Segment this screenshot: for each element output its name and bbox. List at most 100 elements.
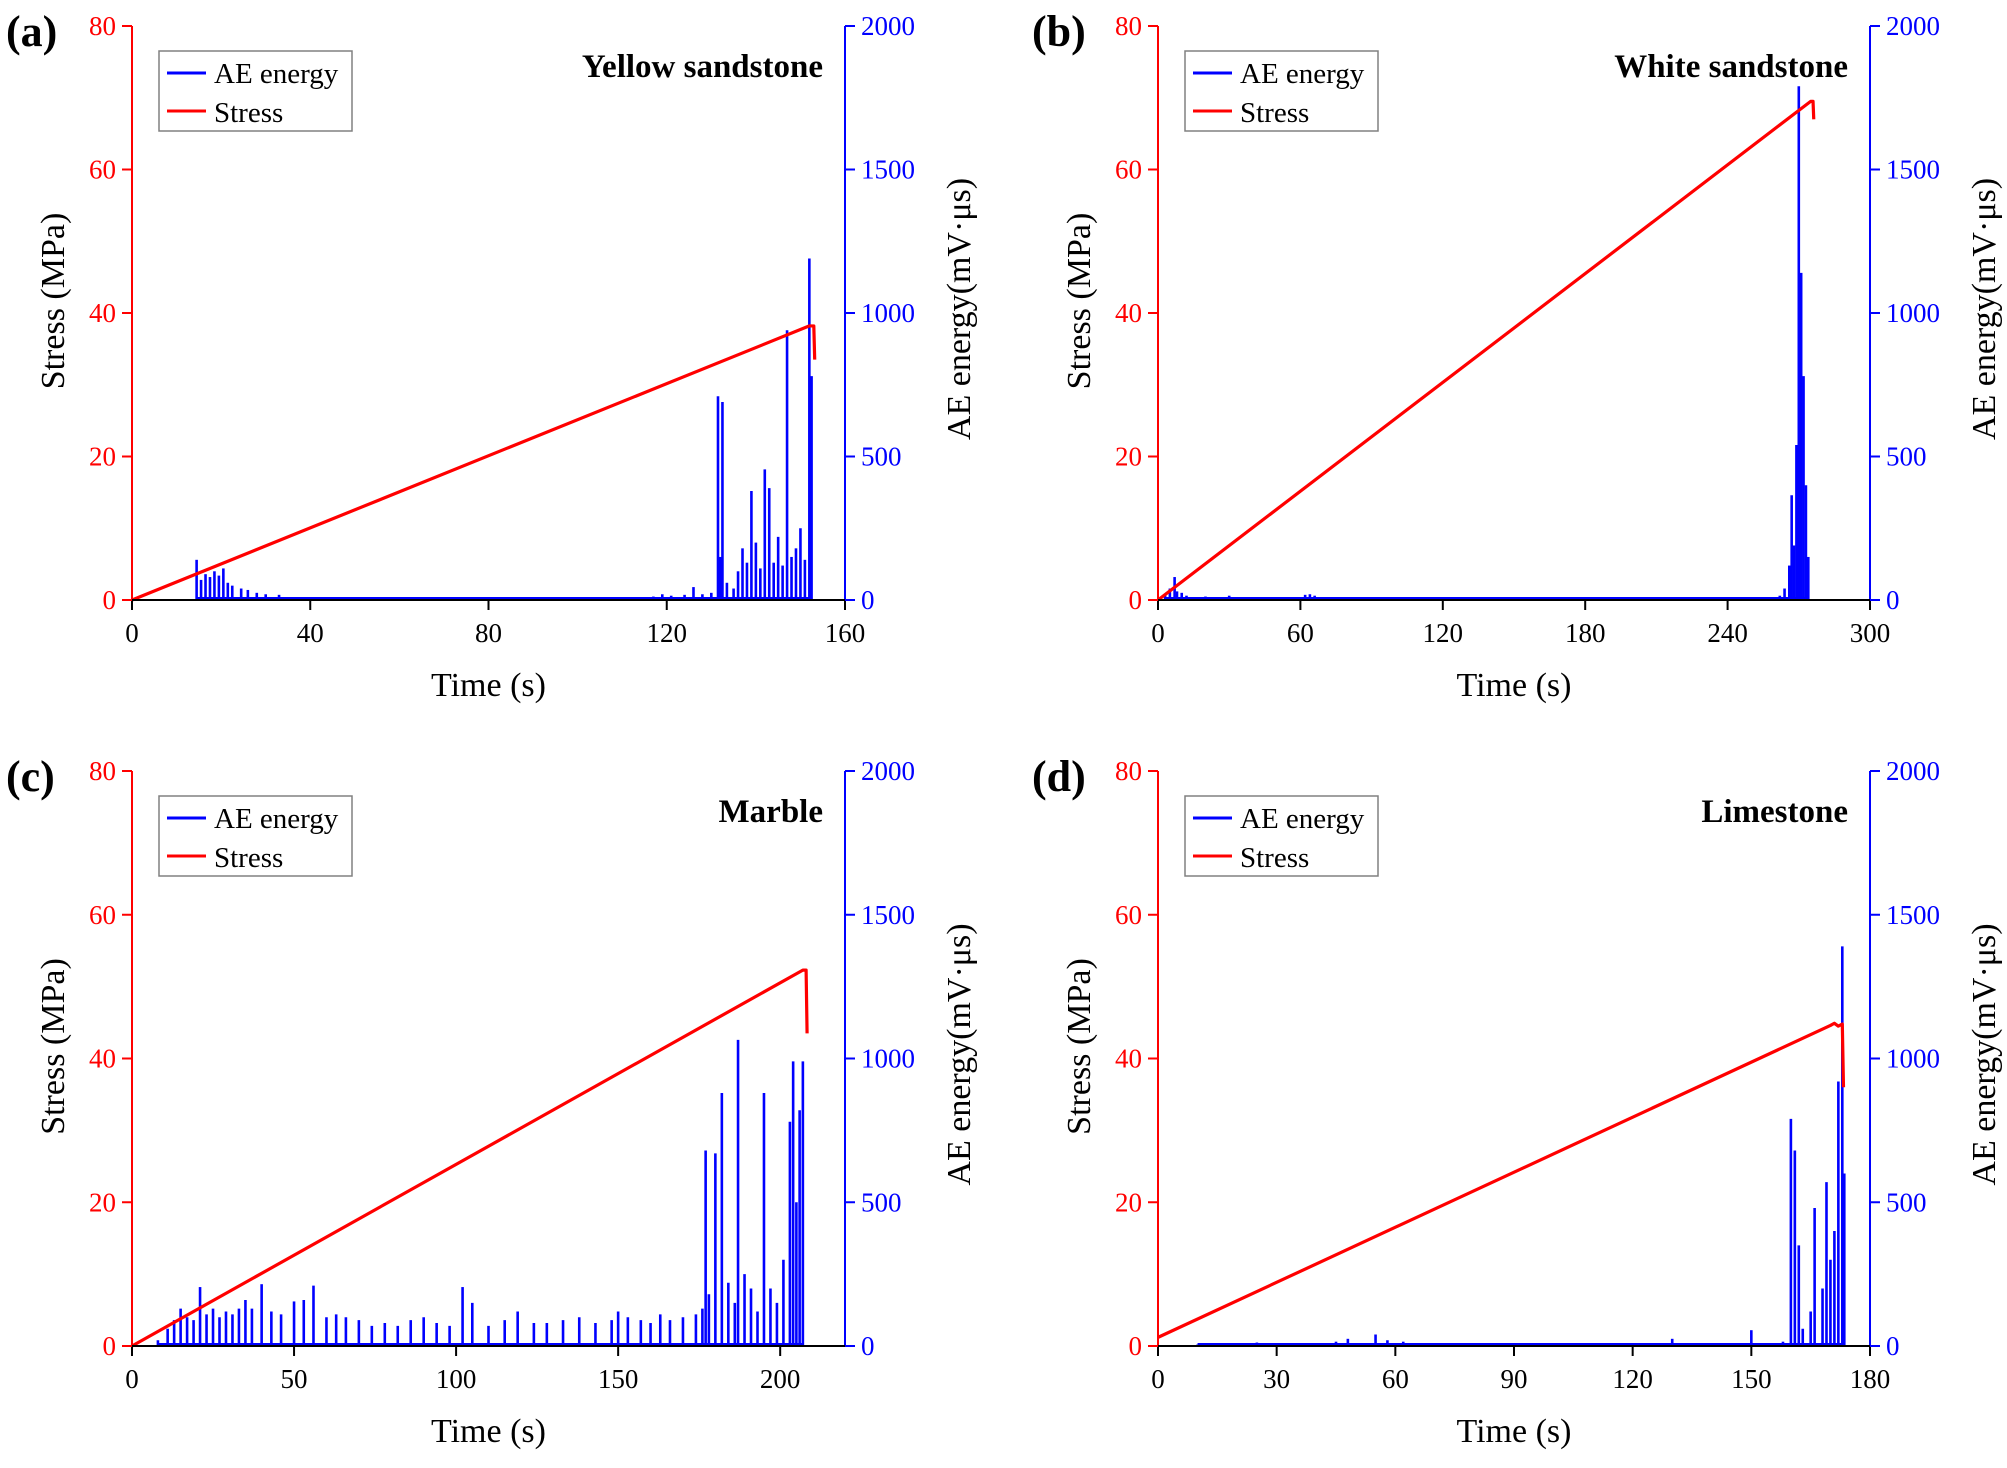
- legend-ae-label: AE energy: [1240, 58, 1365, 90]
- y-tick-label: 80: [1115, 756, 1142, 786]
- legend-ae-label: AE energy: [214, 58, 339, 90]
- legend-box: [1184, 50, 1379, 132]
- y-tick-label: 0: [103, 585, 117, 615]
- y2-axis-title: AE energy(mV·μs): [941, 178, 978, 440]
- y2-tick-label: 0: [861, 1331, 875, 1361]
- ae-energy-series: [195, 258, 813, 600]
- legend: AE energy Stress: [1184, 795, 1379, 877]
- x-axis-title: Time (s): [1457, 667, 1572, 704]
- x-tick-label: 240: [1707, 618, 1748, 648]
- legend-stress-label: Stress: [1240, 97, 1309, 129]
- x-tick-label: 0: [1151, 1364, 1165, 1394]
- y-tick-label: 40: [89, 298, 116, 328]
- x-tick-label: 90: [1501, 1364, 1528, 1394]
- panel-label: (a): [6, 7, 57, 56]
- stress-line: [131, 968, 809, 1348]
- y-tick-label: 40: [89, 1044, 116, 1074]
- legend-box: [1184, 795, 1379, 877]
- legend-stress-label: Stress: [1240, 842, 1309, 874]
- y2-tick-label: 2000: [1886, 756, 1940, 786]
- legend: AE energy Stress: [158, 795, 353, 877]
- x-tick-label: 30: [1263, 1364, 1290, 1394]
- y2-axis-title: AE energy(mV·μs): [1966, 178, 2003, 440]
- y-tick-label: 80: [1115, 11, 1142, 41]
- y2-tick-label: 1500: [861, 900, 915, 930]
- legend-ae-label: AE energy: [214, 803, 339, 835]
- y2-tick-label: 500: [861, 1187, 902, 1217]
- legend-box: [158, 795, 353, 877]
- y-tick-label: 40: [1115, 1044, 1142, 1074]
- y-tick-label: 80: [89, 756, 116, 786]
- x-tick-label: 100: [436, 1364, 477, 1394]
- panel-label: (c): [6, 752, 55, 801]
- y-tick-label: 0: [1129, 1331, 1143, 1361]
- legend-stress-label: Stress: [214, 97, 283, 129]
- legend-ae-label: AE energy: [1240, 803, 1365, 835]
- y2-tick-label: 0: [1886, 585, 1900, 615]
- y-tick-label: 0: [103, 1331, 117, 1361]
- y2-tick-label: 500: [1886, 1187, 1927, 1217]
- ae-energy-series: [1163, 86, 1810, 600]
- y-axis-title: Stress (MPa): [1061, 958, 1098, 1135]
- sample-name: Limestone: [1701, 794, 1848, 830]
- x-tick-label: 50: [281, 1364, 308, 1394]
- y-axis-title: Stress (MPa): [35, 958, 72, 1135]
- y-tick-label: 0: [1129, 585, 1143, 615]
- x-tick-label: 60: [1287, 618, 1314, 648]
- y2-tick-label: 1000: [861, 1044, 915, 1074]
- panel-label: (b): [1032, 7, 1086, 56]
- x-tick-label: 80: [475, 618, 502, 648]
- legend: AE energy Stress: [1184, 50, 1379, 132]
- legend-stress-label: Stress: [214, 842, 283, 874]
- x-tick-label: 160: [825, 618, 866, 648]
- y-tick-label: 80: [89, 11, 116, 41]
- x-tick-label: 0: [125, 618, 139, 648]
- legend: AE energy Stress: [158, 50, 353, 132]
- ae-energy-series: [156, 1039, 805, 1346]
- sample-name: Yellow sandstone: [582, 49, 823, 85]
- y2-tick-label: 1500: [861, 155, 915, 185]
- y2-tick-label: 2000: [861, 11, 915, 41]
- y2-axis-title: AE energy(mV·μs): [1966, 923, 2003, 1185]
- sample-name: Marble: [719, 794, 823, 830]
- y2-tick-label: 1500: [1886, 155, 1940, 185]
- panel-label: (d): [1032, 752, 1086, 801]
- x-tick-label: 0: [125, 1364, 139, 1394]
- x-tick-label: 180: [1565, 618, 1606, 648]
- y2-tick-label: 1000: [1886, 1044, 1940, 1074]
- y-tick-label: 60: [89, 155, 116, 185]
- y-tick-label: 20: [1115, 1187, 1142, 1217]
- y-tick-label: 40: [1115, 298, 1142, 328]
- y-tick-label: 60: [1115, 155, 1142, 185]
- x-tick-label: 200: [760, 1364, 801, 1394]
- y2-tick-label: 500: [1886, 442, 1927, 472]
- y2-tick-label: 1000: [861, 298, 915, 328]
- y2-tick-label: 0: [1886, 1331, 1900, 1361]
- y2-tick-label: 500: [861, 442, 902, 472]
- panel-b: 0 60 120 180 240 3000204060800500100015002000…: [1032, 7, 2003, 704]
- y2-tick-label: 1000: [1886, 298, 1940, 328]
- x-tick-label: 300: [1850, 618, 1891, 648]
- x-tick-label: 120: [1612, 1364, 1653, 1394]
- y-tick-label: 60: [89, 900, 116, 930]
- y2-tick-label: 2000: [1886, 11, 1940, 41]
- x-tick-label: 120: [647, 618, 688, 648]
- x-tick-label: 150: [1731, 1364, 1772, 1394]
- panel-c: 0 50 100 150 2000204060800500100015002000Tim…: [6, 752, 978, 1450]
- ae-energy-series: [1196, 946, 1846, 1346]
- x-axis-title: Time (s): [431, 667, 546, 704]
- y-axis-title: Stress (MPa): [35, 213, 72, 390]
- stress-line: [131, 324, 817, 602]
- y2-tick-label: 0: [861, 585, 875, 615]
- panel-a: 0 40 80 120 1600204060800500100015002000Time…: [6, 7, 978, 704]
- legend-box: [158, 50, 353, 132]
- y-tick-label: 20: [89, 1187, 116, 1217]
- x-tick-label: 0: [1151, 618, 1165, 648]
- x-tick-label: 180: [1850, 1364, 1891, 1394]
- stress-line: [1157, 1021, 1846, 1339]
- y-tick-label: 60: [1115, 900, 1142, 930]
- sample-name: White sandstone: [1614, 49, 1848, 85]
- x-tick-label: 60: [1382, 1364, 1409, 1394]
